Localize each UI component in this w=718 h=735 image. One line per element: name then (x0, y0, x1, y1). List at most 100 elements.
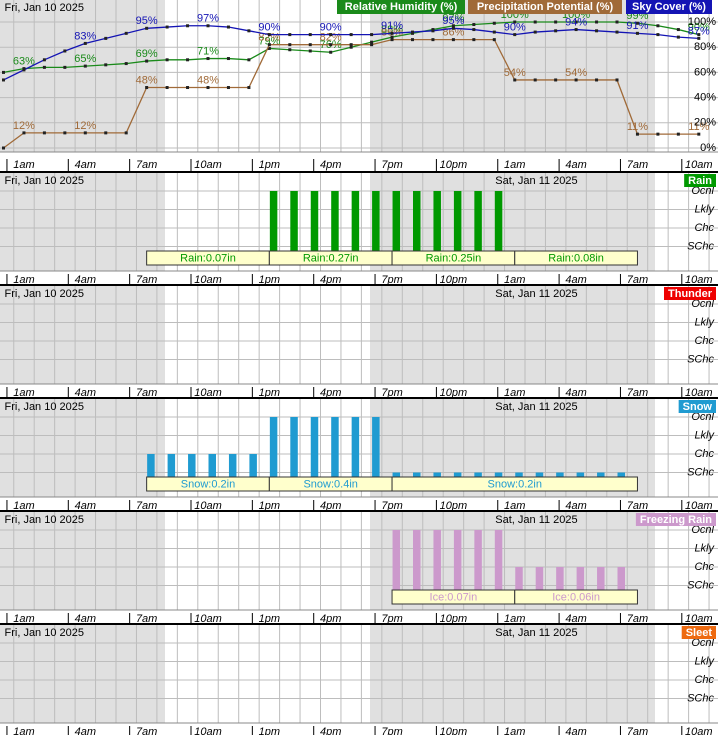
bar (617, 567, 625, 604)
y-tick-label: Ocnl (691, 524, 714, 536)
date-label: Fri, Jan 10 2025 (5, 175, 85, 187)
x-tick-label: 10pm (440, 387, 468, 399)
y-tick-label: 100% (688, 16, 716, 28)
x-tick-label: 1pm (259, 726, 280, 735)
point-marker (226, 86, 230, 90)
point-marker (411, 38, 414, 42)
point-marker (451, 26, 455, 30)
value-label: 90% (320, 22, 342, 34)
bar (433, 191, 441, 265)
point-marker (574, 20, 578, 24)
amount-label: Snow:0.2in (181, 478, 235, 490)
date-label: Sat, Jan 11 2025 (495, 627, 577, 639)
x-tick-label: 10am (194, 726, 222, 735)
point-marker (513, 33, 517, 37)
y-tick-label: Lkly (694, 316, 715, 328)
y-tick-label: Lkly (694, 542, 715, 554)
bar (392, 191, 401, 265)
point-marker (83, 131, 87, 135)
value-label: 63% (13, 56, 35, 68)
value-label: 90% (504, 22, 526, 34)
bar (310, 417, 319, 491)
point-marker (697, 33, 701, 37)
point-marker (186, 58, 190, 62)
date-label: Fri, Jan 10 2025 (5, 627, 85, 639)
date-label: Sat, Jan 11 2025 (495, 175, 577, 187)
x-tick-label: 1am (504, 387, 525, 399)
y-tick-label: Chc (694, 222, 714, 234)
y-tick-label: 40% (694, 92, 716, 104)
x-tick-label: 7pm (381, 500, 402, 512)
legend-swatch (337, 0, 465, 14)
y-tick-label: Chc (694, 674, 714, 686)
point-marker (676, 28, 680, 32)
point-marker (83, 64, 87, 68)
amount-label: Snow:0.4in (303, 478, 357, 490)
date-label: Sat, Jan 11 2025 (495, 288, 577, 300)
bar (372, 191, 380, 265)
point-marker (595, 20, 599, 24)
value-label: 90% (258, 22, 280, 34)
x-tick-label: 7pm (381, 387, 402, 399)
x-tick-label: 10am (685, 159, 713, 171)
point-marker (431, 29, 435, 33)
point-marker (288, 33, 292, 37)
point-marker (329, 43, 333, 47)
x-tick-label: 4pm (320, 726, 341, 735)
point-marker (615, 20, 619, 24)
y-tick-label: 0% (700, 142, 716, 154)
x-tick-label: 7am (136, 274, 157, 286)
value-label: 11% (627, 121, 648, 133)
point-marker (226, 57, 230, 61)
point-marker (247, 29, 251, 33)
legend-swatch (468, 0, 622, 14)
point-marker (206, 57, 210, 61)
x-tick-label: 10am (194, 274, 222, 286)
y-tick-label: Ocnl (691, 185, 714, 197)
amount-box (391, 476, 638, 492)
point-marker (370, 43, 374, 47)
point-marker (288, 48, 292, 52)
bar (453, 191, 462, 265)
panel-label-bg (684, 174, 716, 187)
point-marker (124, 31, 128, 35)
x-tick-label: 4pm (320, 387, 341, 399)
x-tick-label: 10am (685, 613, 713, 625)
x-tick-label: 7am (627, 726, 648, 735)
point-marker (145, 59, 149, 63)
y-tick-label: Lkly (694, 203, 715, 215)
panel-label-bg (681, 626, 716, 639)
point-marker (165, 86, 169, 90)
point-marker (370, 40, 374, 44)
panel-label: Sleet (686, 627, 713, 639)
x-tick-label: 7am (627, 613, 648, 625)
point-marker (308, 33, 312, 37)
point-marker (288, 43, 292, 47)
point-marker (308, 43, 312, 47)
date-label: Fri, Jan 10 2025 (5, 514, 85, 526)
point-marker (390, 38, 394, 42)
point-marker (472, 28, 476, 32)
value-label: 97% (442, 13, 464, 25)
value-label: 48% (197, 74, 219, 86)
x-tick-label: 7am (136, 500, 157, 512)
bar (535, 567, 544, 604)
point-marker (63, 131, 67, 135)
point-marker (676, 35, 680, 39)
value-label: 95% (136, 15, 158, 27)
x-tick-label: 1am (13, 726, 34, 735)
y-tick-label: 60% (694, 66, 716, 78)
point-marker (595, 78, 599, 82)
point-marker (472, 38, 476, 42)
amount-label: Ice:0.06in (552, 591, 600, 603)
x-tick-label: 1am (13, 274, 34, 286)
point-marker (42, 65, 46, 69)
amount-box (514, 250, 638, 266)
point-marker (615, 30, 619, 34)
point-marker (42, 131, 46, 135)
point-marker (247, 58, 251, 62)
panel-label: Thunder (668, 288, 713, 300)
point-marker (635, 132, 639, 136)
panel-label: Rain (688, 175, 712, 187)
